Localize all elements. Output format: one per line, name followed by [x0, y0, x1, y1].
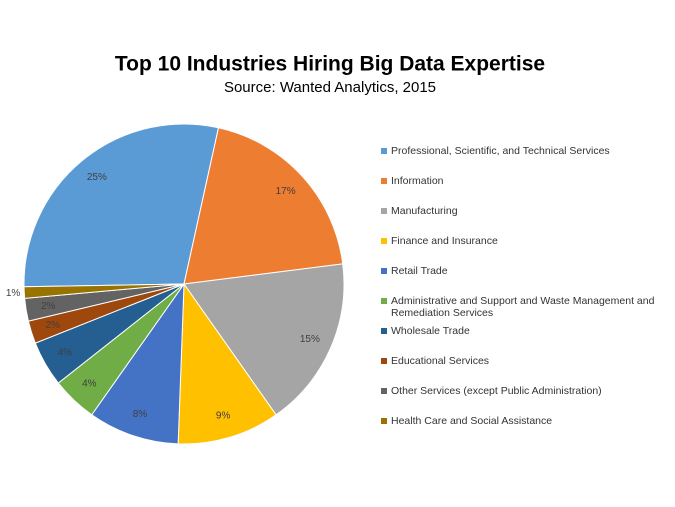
- chart-title: Top 10 Industries Hiring Big Data Expert…: [115, 53, 545, 76]
- data-label: 25%: [87, 172, 107, 183]
- data-label: 2%: [41, 301, 56, 312]
- legend-swatch: [381, 358, 387, 364]
- data-label: 8%: [133, 409, 148, 420]
- legend-item: Educational Services: [381, 355, 489, 367]
- legend-label: Health Care and Social Assistance: [391, 415, 553, 427]
- pie: 25% 17% 15% 9% 8% 4% 4% 2% 2% 1%: [6, 123, 345, 445]
- legend-swatch: [381, 298, 387, 304]
- data-label: 15%: [300, 334, 320, 345]
- legend-item: Information: [381, 175, 444, 187]
- legend-label: Information: [391, 175, 444, 187]
- legend-swatch: [381, 148, 387, 154]
- legend-item: Manufacturing: [381, 205, 458, 217]
- data-label: 4%: [82, 378, 97, 389]
- legend-label: Finance and Insurance: [391, 235, 498, 247]
- pie-slice: [23, 283, 185, 299]
- pie-slice: [91, 282, 185, 445]
- legend-label: Retail Trade: [391, 265, 448, 277]
- data-label: 1%: [6, 288, 21, 299]
- pie-slice: [183, 127, 344, 285]
- legend-label: Educational Services: [391, 355, 490, 367]
- pie-slice: [183, 263, 345, 416]
- legend-swatch: [381, 328, 387, 334]
- legend-item: Wholesale Trade: [381, 325, 470, 337]
- legend-swatch: [381, 268, 387, 274]
- chart-subtitle: Source: Wanted Analytics, 2015: [224, 79, 436, 96]
- data-label: 9%: [216, 411, 231, 422]
- legend-item: Health Care and Social Assistance: [381, 415, 552, 427]
- data-label: 17%: [276, 186, 296, 197]
- data-label: 4%: [58, 347, 73, 358]
- legend-swatch: [381, 418, 387, 424]
- legend-item: Finance and Insurance: [381, 235, 498, 247]
- pie-slice: [23, 123, 220, 288]
- legend-item: Professional, Scientific, and Technical …: [381, 145, 610, 157]
- pie-slice: [177, 282, 277, 445]
- legend-item: Administrative and Support and Waste Man…: [381, 295, 671, 319]
- legend-label: Wholesale Trade: [391, 325, 470, 337]
- data-label: 2%: [46, 320, 61, 331]
- legend-label: Administrative and Support and Waste Man…: [391, 295, 655, 319]
- legend-swatch: [381, 388, 387, 394]
- legend-label: Other Services (except Public Administra…: [391, 385, 602, 397]
- legend-swatch: [381, 178, 387, 184]
- legend-label: Professional, Scientific, and Technical …: [391, 145, 610, 157]
- legend-swatch: [381, 208, 387, 214]
- legend-item: Retail Trade: [381, 265, 448, 277]
- legend-swatch: [381, 238, 387, 244]
- legend-label: Manufacturing: [391, 205, 458, 217]
- legend-item: Other Services (except Public Administra…: [381, 385, 602, 397]
